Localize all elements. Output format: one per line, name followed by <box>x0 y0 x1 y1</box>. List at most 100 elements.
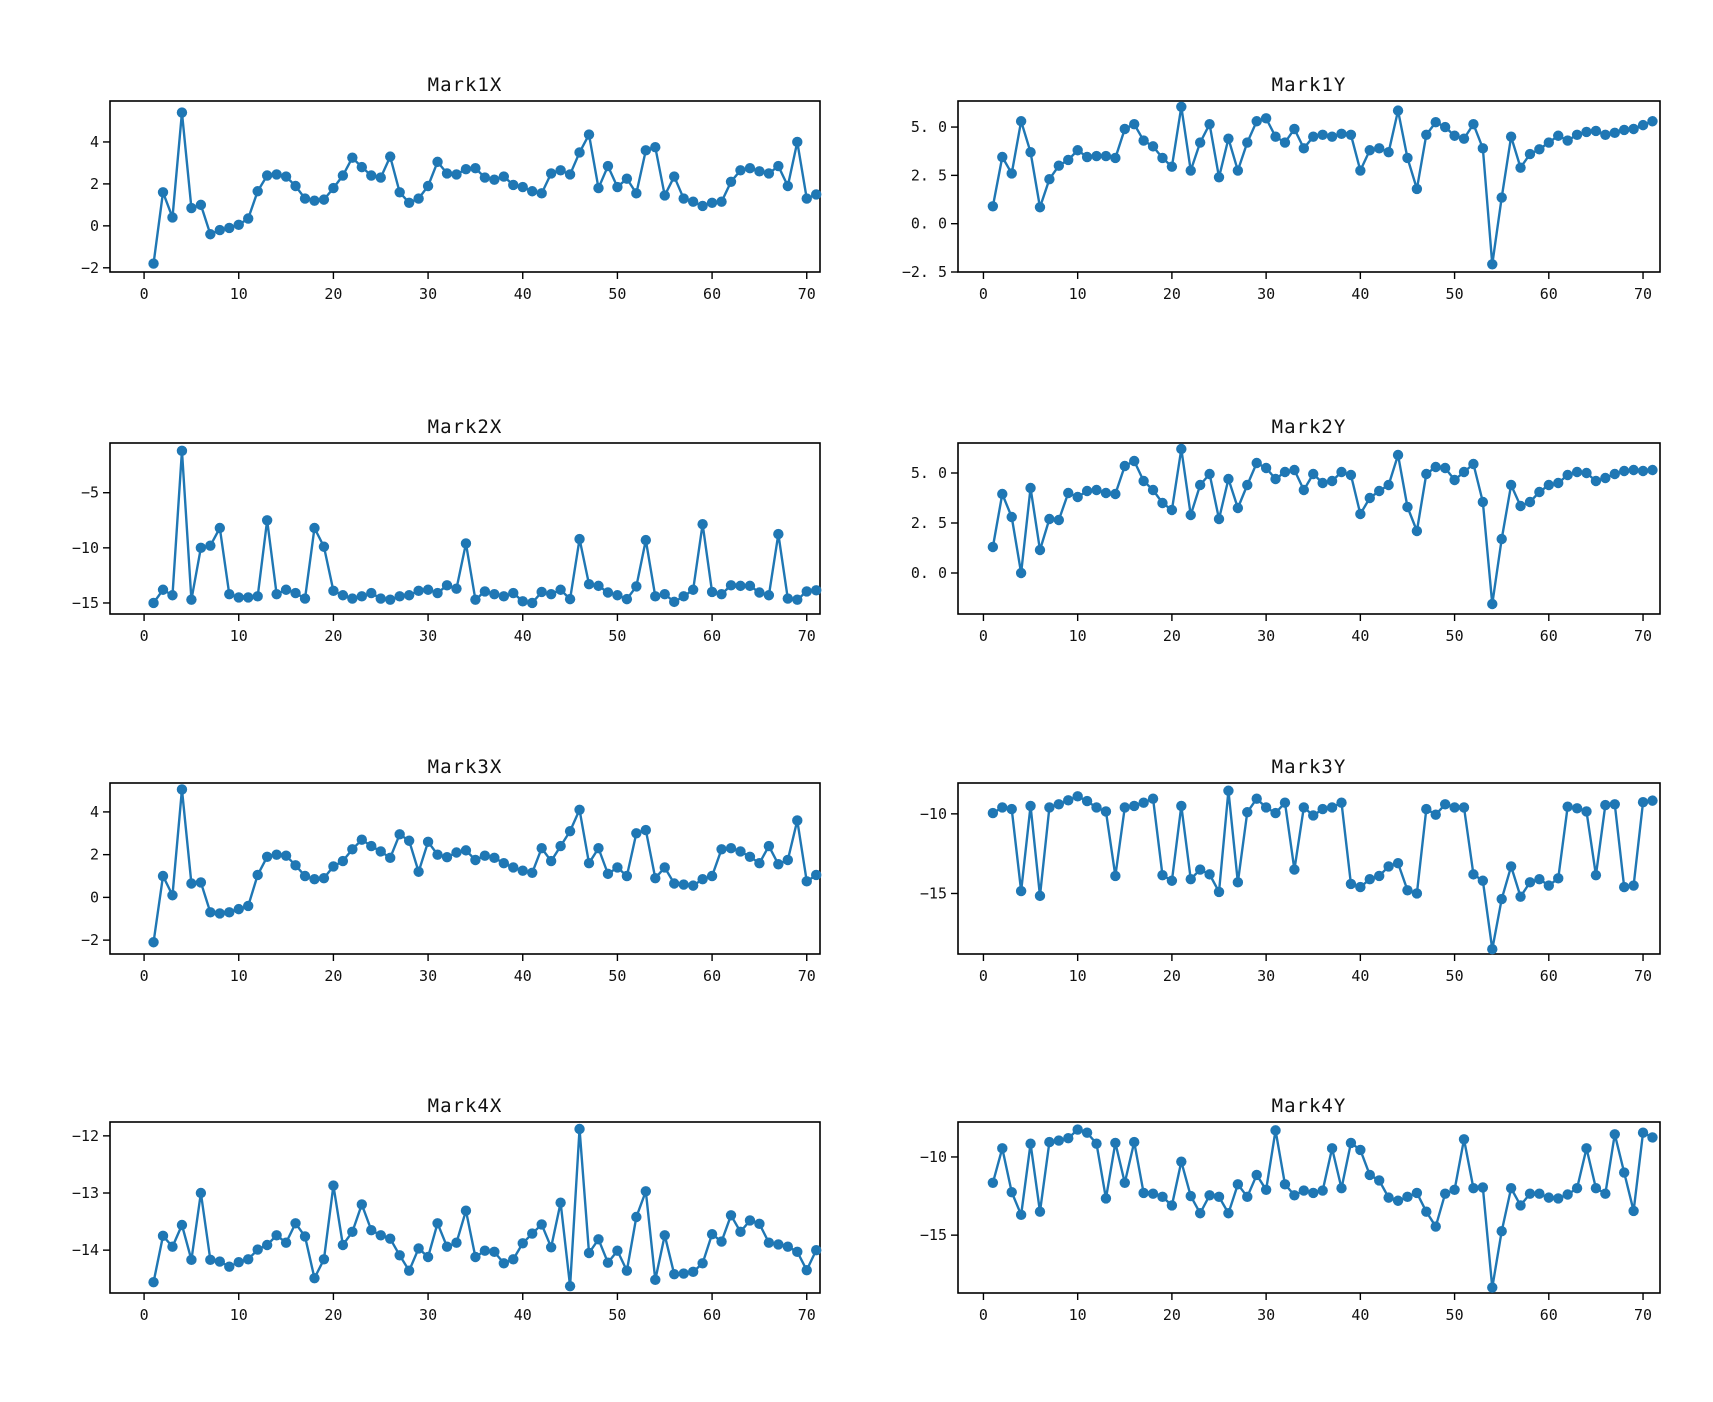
chart-title-mark2x: Mark2X <box>427 416 503 438</box>
svg-text:10: 10 <box>230 285 248 303</box>
svg-text:70: 70 <box>1634 627 1652 645</box>
svg-text:70: 70 <box>798 285 816 303</box>
svg-text:20: 20 <box>1163 1306 1181 1324</box>
chart-title-mark3x: Mark3X <box>427 756 503 778</box>
svg-text:40: 40 <box>1351 967 1369 985</box>
svg-text:70: 70 <box>798 1306 816 1324</box>
svg-text:10: 10 <box>1069 627 1087 645</box>
svg-text:60: 60 <box>1540 1306 1558 1324</box>
svg-text:2. 5: 2. 5 <box>911 514 947 532</box>
svg-text:0: 0 <box>140 1306 149 1324</box>
svg-text:2: 2 <box>90 846 99 864</box>
chart-plot-mark2y: 0 10 20 30 40 50 60 70 0. 0 2. 5 5. 0 <box>911 442 1661 645</box>
svg-text:60: 60 <box>1540 285 1558 303</box>
svg-text:20: 20 <box>324 285 342 303</box>
svg-text:−15: −15 <box>72 594 99 612</box>
svg-text:0: 0 <box>90 217 99 235</box>
chart-mark1y: Mark1Y 0 10 20 30 40 50 60 70 −2. 5 0. 0 2. 5 5. 0 <box>880 74 1662 306</box>
svg-text:4: 4 <box>90 133 99 151</box>
svg-text:40: 40 <box>514 627 532 645</box>
svg-text:10: 10 <box>230 1306 248 1324</box>
svg-text:30: 30 <box>1257 285 1275 303</box>
svg-text:0: 0 <box>90 888 99 906</box>
svg-text:20: 20 <box>1163 627 1181 645</box>
chart-title-mark1x: Mark1X <box>427 74 503 96</box>
svg-text:40: 40 <box>1351 627 1369 645</box>
svg-text:50: 50 <box>1446 1306 1464 1324</box>
chart-mark4x: Mark4X 0 10 20 30 40 50 60 70 −14 −13 −12 <box>30 1095 822 1327</box>
svg-text:50: 50 <box>608 627 626 645</box>
svg-text:0: 0 <box>979 285 988 303</box>
svg-text:20: 20 <box>1163 967 1181 985</box>
chart-title-mark4x: Mark4X <box>427 1095 503 1117</box>
svg-text:−13: −13 <box>72 1184 99 1202</box>
svg-text:10: 10 <box>1069 967 1087 985</box>
svg-text:50: 50 <box>1446 627 1464 645</box>
svg-text:10: 10 <box>230 967 248 985</box>
svg-text:5. 0: 5. 0 <box>911 464 947 482</box>
svg-text:−15: −15 <box>920 884 947 902</box>
svg-text:30: 30 <box>419 627 437 645</box>
svg-text:60: 60 <box>703 285 721 303</box>
chart-mark2x: Mark2X 0 10 20 30 40 50 60 70 −15 −10 −5 <box>30 416 822 648</box>
svg-text:30: 30 <box>419 967 437 985</box>
chart-plot-mark3x: 0 10 20 30 40 50 60 70 −2 0 2 4 <box>81 782 822 985</box>
chart-title-mark4y: Mark4Y <box>1271 1095 1347 1117</box>
svg-text:40: 40 <box>1351 285 1369 303</box>
chart-plot-mark3y: 0 10 20 30 40 50 60 70 −15 −10 <box>920 782 1661 985</box>
svg-text:−2: −2 <box>81 259 99 277</box>
svg-text:0. 0: 0. 0 <box>911 564 947 582</box>
chart-mark4y: Mark4Y 0 10 20 30 40 50 60 70 −15 −10 <box>880 1095 1662 1327</box>
svg-text:40: 40 <box>1351 1306 1369 1324</box>
svg-text:0: 0 <box>140 627 149 645</box>
svg-text:2: 2 <box>90 175 99 193</box>
svg-text:30: 30 <box>419 285 437 303</box>
svg-text:40: 40 <box>514 967 532 985</box>
svg-text:−10: −10 <box>920 1148 947 1166</box>
svg-text:2. 5: 2. 5 <box>911 166 947 184</box>
svg-text:−14: −14 <box>72 1241 99 1259</box>
svg-text:50: 50 <box>1446 967 1464 985</box>
svg-text:10: 10 <box>1069 285 1087 303</box>
svg-text:40: 40 <box>514 1306 532 1324</box>
svg-text:30: 30 <box>1257 967 1275 985</box>
svg-text:−2: −2 <box>81 931 99 949</box>
svg-text:0: 0 <box>979 1306 988 1324</box>
svg-text:70: 70 <box>1634 1306 1652 1324</box>
svg-text:20: 20 <box>1163 285 1181 303</box>
chart-plot-mark4x: 0 10 20 30 40 50 60 70 −14 −13 −12 <box>72 1121 822 1324</box>
svg-text:0: 0 <box>979 627 988 645</box>
chart-mark3x: Mark3X 0 10 20 30 40 50 60 70 −2 0 2 4 <box>30 756 822 988</box>
svg-text:0: 0 <box>979 967 988 985</box>
chart-title-mark2y: Mark2Y <box>1271 416 1347 438</box>
chart-title-mark3y: Mark3Y <box>1271 756 1347 778</box>
svg-text:5. 0: 5. 0 <box>911 118 947 136</box>
svg-text:20: 20 <box>324 627 342 645</box>
chart-mark3y: Mark3Y 0 10 20 30 40 50 60 70 −15 −10 <box>880 756 1662 988</box>
svg-text:30: 30 <box>1257 627 1275 645</box>
svg-text:60: 60 <box>703 1306 721 1324</box>
svg-text:50: 50 <box>608 285 626 303</box>
svg-text:50: 50 <box>1446 285 1464 303</box>
svg-text:60: 60 <box>703 967 721 985</box>
svg-text:30: 30 <box>1257 1306 1275 1324</box>
svg-text:60: 60 <box>1540 627 1558 645</box>
svg-text:−2. 5: −2. 5 <box>902 263 947 281</box>
svg-text:70: 70 <box>1634 967 1652 985</box>
svg-text:10: 10 <box>1069 1306 1087 1324</box>
svg-text:70: 70 <box>1634 285 1652 303</box>
svg-text:4: 4 <box>90 803 99 821</box>
svg-text:−5: −5 <box>81 484 99 502</box>
svg-text:0: 0 <box>140 285 149 303</box>
svg-text:−10: −10 <box>920 805 947 823</box>
svg-text:0: 0 <box>140 967 149 985</box>
svg-text:70: 70 <box>798 967 816 985</box>
chart-mark2y: Mark2Y 0 10 20 30 40 50 60 70 0. 0 2. 5 5. 0 <box>880 416 1662 648</box>
svg-text:70: 70 <box>798 627 816 645</box>
svg-text:−10: −10 <box>72 539 99 557</box>
svg-text:20: 20 <box>324 967 342 985</box>
chart-title-mark1y: Mark1Y <box>1271 74 1347 96</box>
svg-text:10: 10 <box>230 627 248 645</box>
chart-plot-mark1y: 0 10 20 30 40 50 60 70 −2. 5 0. 0 2. 5 5. 0 <box>902 100 1661 303</box>
